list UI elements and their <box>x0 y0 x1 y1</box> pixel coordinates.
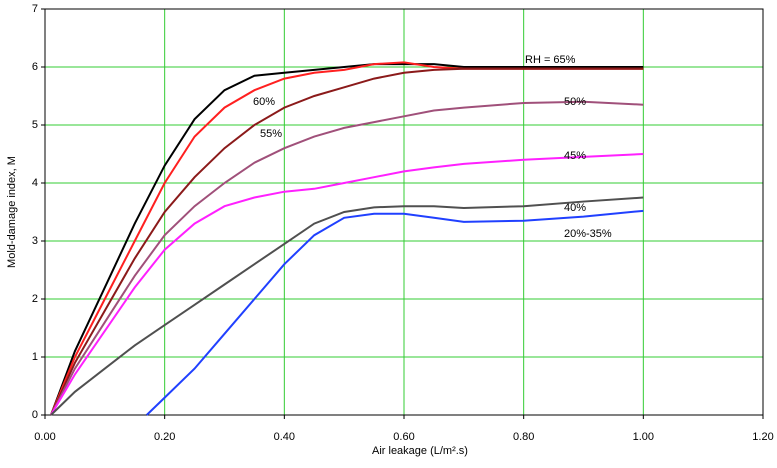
x-tick-label: 0.00 <box>34 431 55 443</box>
series-label: 40% <box>564 202 586 214</box>
series-label: 20%-35% <box>564 228 612 240</box>
x-tick-label: 0.20 <box>154 431 175 443</box>
x-tick-label: 1.20 <box>752 431 773 443</box>
series-line <box>50 153 644 416</box>
series-line <box>50 100 644 416</box>
series-label: RH = 65% <box>525 54 576 66</box>
series-line <box>146 209 644 416</box>
x-tick-label: 1.00 <box>633 431 654 443</box>
x-tick-label: 0.80 <box>513 431 534 443</box>
series-label: 60% <box>253 96 275 108</box>
y-tick-label: 1 <box>32 351 38 363</box>
y-tick-label: 4 <box>32 177 38 189</box>
series-label: 50% <box>564 96 586 108</box>
y-tick-label: 2 <box>32 293 38 305</box>
series-line <box>50 67 644 416</box>
series-label: 45% <box>564 150 586 162</box>
series-line <box>50 63 644 416</box>
y-tick-label: 6 <box>32 61 38 73</box>
plot-frame <box>44 8 764 416</box>
x-tick-label: 0.60 <box>393 431 414 443</box>
series-label: 55% <box>260 128 282 140</box>
y-tick-label: 5 <box>32 119 38 131</box>
y-tick-label: 3 <box>32 235 38 247</box>
x-axis-label: Air leakage (L/m².s) <box>372 445 468 457</box>
series-line <box>50 196 644 416</box>
y-tick-label: 7 <box>32 3 38 15</box>
y-axis-label: Mold-damage index, M <box>6 156 18 268</box>
x-tick-label: 0.40 <box>274 431 295 443</box>
y-tick-label: 0 <box>32 409 38 421</box>
